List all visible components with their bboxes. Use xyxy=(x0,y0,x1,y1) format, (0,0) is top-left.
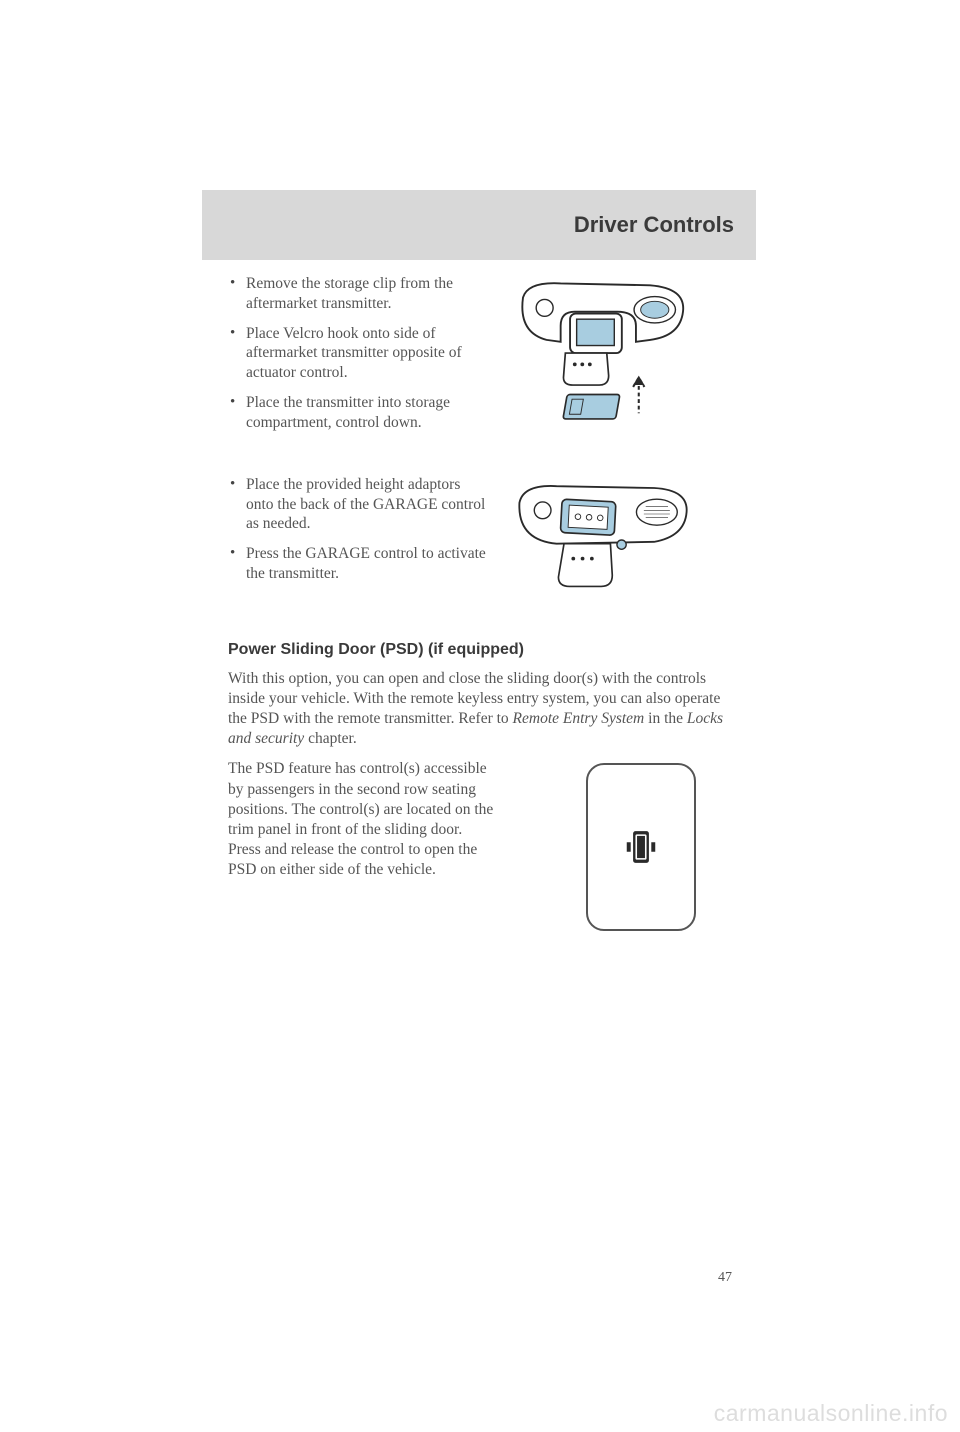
block2-text: Place the provided height adaptors onto … xyxy=(228,475,488,594)
block1-text: Remove the storage clip from the afterma… xyxy=(228,274,488,443)
block1: Remove the storage clip from the afterma… xyxy=(228,274,732,443)
page-title: Driver Controls xyxy=(574,212,734,238)
list-item: Press the GARAGE control to activate the… xyxy=(228,544,488,584)
block2: Place the provided height adaptors onto … xyxy=(228,475,732,605)
page: Driver Controls Remove the storage clip … xyxy=(0,190,960,931)
text: chapter. xyxy=(304,730,357,747)
content: Remove the storage clip from the afterma… xyxy=(228,274,732,931)
block1-diagram xyxy=(508,274,698,434)
watermark: carmanualsonline.info xyxy=(714,1400,948,1427)
block2-diagram xyxy=(508,475,698,605)
text: in the xyxy=(644,710,687,727)
text-italic: Remote Entry System xyxy=(513,710,645,727)
psd-block: The PSD feature has control(s) accessibl… xyxy=(228,759,732,931)
list-item: Place Velcro hook onto side of aftermark… xyxy=(228,324,488,383)
psd-title: Power Sliding Door (PSD) (if equipped) xyxy=(228,641,732,659)
list-item: Place the provided height adaptors onto … xyxy=(228,475,488,534)
block2-list: Place the provided height adaptors onto … xyxy=(228,475,488,584)
overhead-console-press-diagram xyxy=(508,475,698,605)
psd-button-diagram xyxy=(516,759,696,931)
psd-para2: The PSD feature has control(s) accessibl… xyxy=(228,759,496,880)
block1-list: Remove the storage clip from the afterma… xyxy=(228,274,488,433)
list-item: Place the transmitter into storage compa… xyxy=(228,393,488,433)
header-band: Driver Controls xyxy=(202,190,756,260)
psd-button-outline xyxy=(586,763,696,931)
page-number: 47 xyxy=(718,1270,732,1286)
sliding-door-icon xyxy=(625,828,657,866)
psd-para2-col: The PSD feature has control(s) accessibl… xyxy=(228,759,496,890)
list-item: Remove the storage clip from the afterma… xyxy=(228,274,488,314)
psd-para1: With this option, you can open and close… xyxy=(228,669,732,750)
overhead-console-insert-diagram xyxy=(508,274,698,434)
